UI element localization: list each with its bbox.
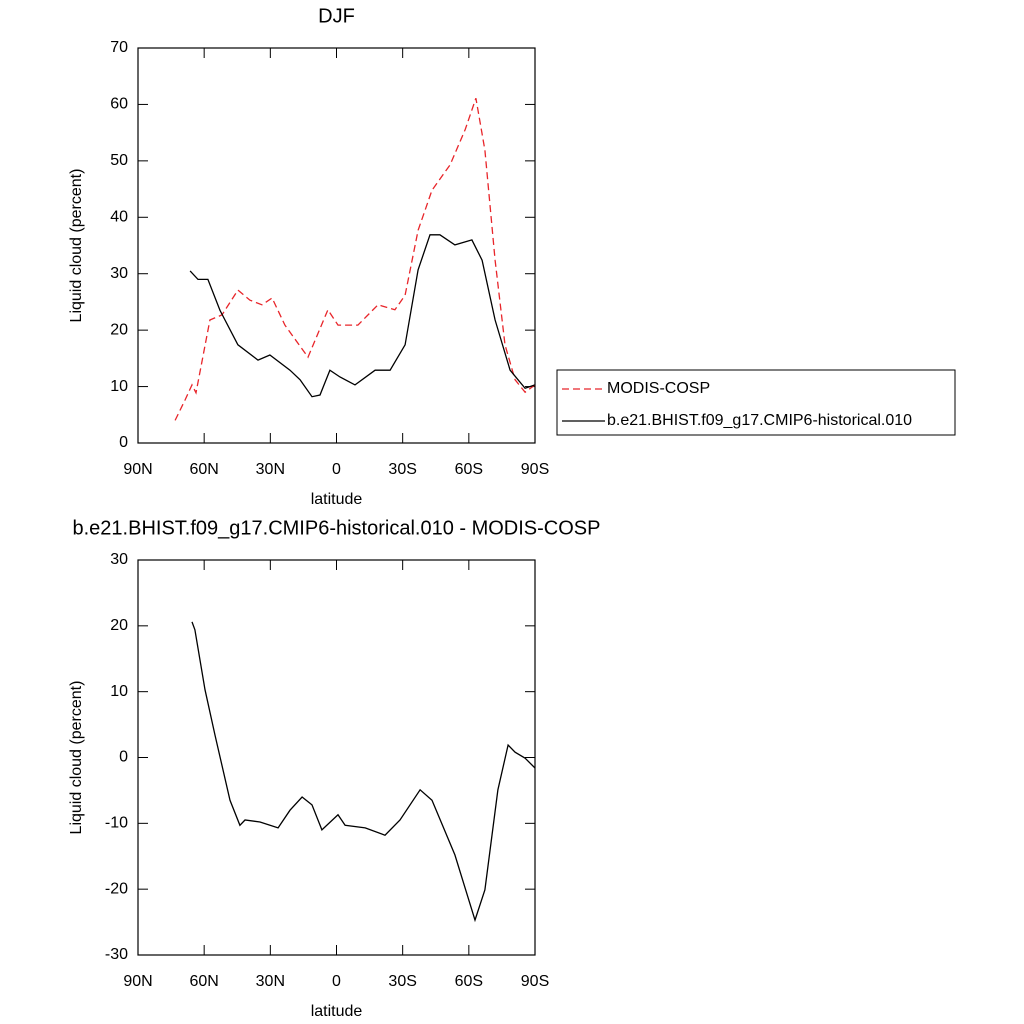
y-tick-label: -10	[105, 815, 128, 832]
y-tick-label: 10	[110, 683, 128, 700]
x-tick-label: 0	[332, 461, 341, 478]
data-line	[174, 97, 536, 421]
y-tick-label: 10	[110, 378, 128, 395]
x-tick-label: 60N	[189, 461, 218, 478]
x-tick-label: 0	[332, 973, 341, 990]
x-axis-label: latitude	[311, 1003, 363, 1020]
plot-frame	[137, 559, 536, 956]
y-tick-label: 30	[110, 265, 128, 282]
chart-title: b.e21.BHIST.f09_g17.CMIP6-historical.010…	[73, 517, 601, 539]
y-tick-label: 20	[110, 617, 128, 634]
y-tick-label: 40	[110, 209, 128, 226]
data-line	[189, 234, 536, 398]
y-tick-label: 20	[110, 321, 128, 338]
x-tick-label: 90N	[123, 461, 152, 478]
x-tick-label: 60S	[455, 973, 483, 990]
y-tick-label: 0	[119, 749, 128, 766]
chart-title: DJF	[318, 5, 355, 27]
x-tick-label: 90S	[521, 973, 549, 990]
x-tick-label: 60N	[189, 973, 218, 990]
x-tick-label: 30N	[256, 461, 285, 478]
y-tick-label: 0	[119, 434, 128, 451]
y-tick-label: 60	[110, 96, 128, 113]
x-tick-label: 60S	[455, 461, 483, 478]
y-axis-label: Liquid cloud (percent)	[68, 681, 85, 835]
x-tick-label: 90S	[521, 461, 549, 478]
x-tick-label: 90N	[123, 973, 152, 990]
plot-frame	[137, 47, 536, 444]
data-line	[191, 621, 536, 923]
x-tick-label: 30S	[388, 973, 416, 990]
y-axis-label: Liquid cloud (percent)	[68, 169, 85, 323]
y-tick-label: 30	[110, 551, 128, 568]
y-tick-label: 70	[110, 39, 128, 56]
x-tick-label: 30S	[388, 461, 416, 478]
legend-box	[556, 369, 956, 436]
legend-label: MODIS-COSP	[607, 380, 710, 397]
x-tick-label: 30N	[256, 973, 285, 990]
y-tick-label: -30	[105, 946, 128, 963]
y-tick-label: -20	[105, 880, 128, 897]
legend-label: b.e21.BHIST.f09_g17.CMIP6-historical.010	[607, 412, 912, 429]
x-axis-label: latitude	[311, 491, 363, 508]
y-tick-label: 50	[110, 152, 128, 169]
